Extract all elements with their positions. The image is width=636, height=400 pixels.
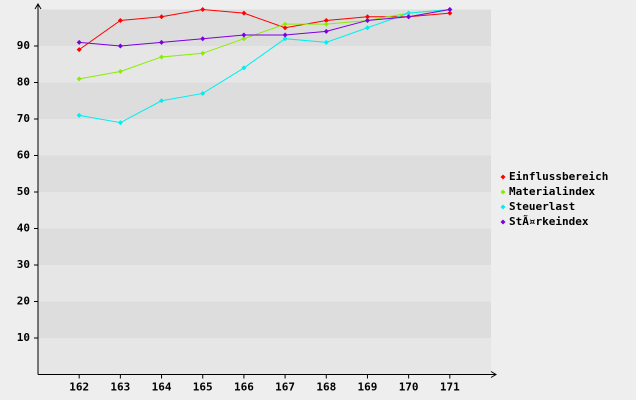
data-point [447,7,453,12]
grid-band [38,338,491,375]
series-line [79,9,450,80]
x-tick-label: 168 [316,381,336,394]
y-tick-label: 70 [17,112,30,125]
x-tick-label: 166 [234,381,254,394]
x-tick-label: 164 [152,381,172,394]
data-point [117,43,123,49]
y-tick-label: 80 [17,76,30,89]
data-point [282,36,288,42]
data-point [323,17,329,23]
grid-band [38,46,491,83]
grid-band [38,119,491,156]
data-point [282,32,288,38]
y-tick-label: 20 [17,295,30,308]
data-point [117,120,123,126]
x-tick-label: 167 [275,381,295,394]
x-tick-label: 162 [69,381,89,394]
grid-band [38,155,491,192]
grid-band [38,82,491,119]
data-point [241,32,247,38]
data-point [200,50,206,56]
data-point [406,14,412,20]
data-point [323,21,329,27]
data-point [241,10,247,16]
data-point [200,7,206,12]
legend-marker [500,189,506,195]
legend-marker [500,219,506,225]
data-point [76,112,82,118]
y-tick-label: 60 [17,149,30,162]
y-tick-label: 30 [17,258,30,271]
x-tick-label: 163 [110,381,130,394]
data-point [76,39,82,45]
grid-band [38,301,491,338]
data-point [323,39,329,45]
y-tick-label: 50 [17,185,30,198]
data-point [159,54,165,60]
data-point [76,76,82,82]
data-point [159,39,165,45]
x-tick-label: 170 [399,381,419,394]
grid-band [38,265,491,302]
data-point [76,47,82,53]
y-tick-label: 90 [17,39,30,52]
x-tick-label: 169 [358,381,378,394]
data-point [117,69,123,75]
data-point [159,14,165,20]
legend-marker [500,174,506,180]
data-point [364,25,370,31]
data-point [447,10,453,16]
legend-label: Materialindex [509,185,595,198]
legend-label: Einflussbereich [509,170,608,183]
x-tick-label: 171 [440,381,460,394]
data-point [282,21,288,27]
legend-label: StÃ¤rkeindex [509,215,589,228]
data-point [364,17,370,23]
grid-band [38,192,491,229]
data-point [200,90,206,96]
legend-marker [500,204,506,210]
series-line [79,9,450,47]
data-point [241,65,247,71]
y-tick-label: 40 [17,222,30,235]
y-tick-label: 10 [17,331,30,344]
y-axis-arrow [34,3,42,10]
legend-label: Steuerlast [509,200,575,213]
x-axis-arrow [490,371,497,378]
data-point [117,17,123,23]
data-point [282,25,288,31]
series-line [79,9,450,124]
data-point [200,36,206,42]
grid-band [38,9,491,46]
data-point [364,14,370,20]
data-point [241,36,247,42]
x-tick-label: 165 [193,381,213,394]
data-point [406,10,412,16]
grid-band [38,228,491,265]
data-point [159,98,165,104]
data-point [323,28,329,34]
